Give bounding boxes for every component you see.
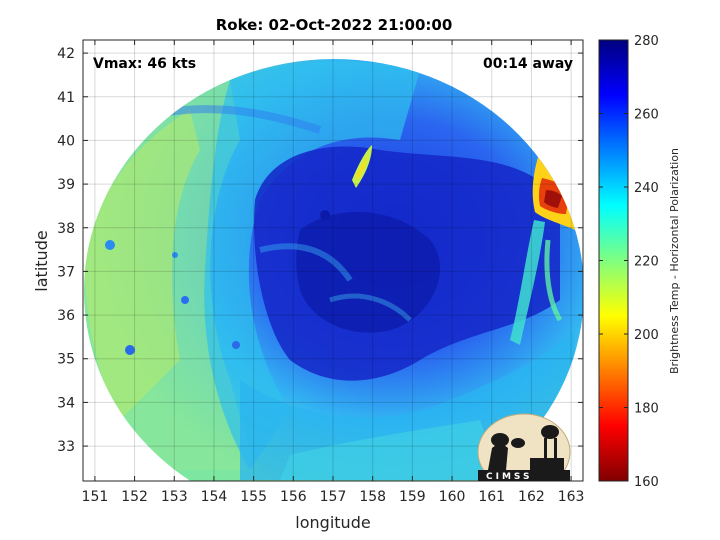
y-tick-label: 36 [57,308,75,324]
x-tick-label: 152 [121,489,148,505]
colorbar-tick-label: 280 [634,34,659,49]
colorbar-tick-label: 260 [634,108,659,123]
x-tick-label: 162 [518,489,545,505]
colorbar-ticks: 160 180 200 220 240 260 280 [599,34,659,490]
x-tick-label: 151 [82,489,109,505]
x-tick-label: 159 [399,489,426,505]
x-tick-label: 156 [280,489,307,505]
colorbar-tick-label: 240 [634,181,659,196]
y-tick-label: 38 [57,221,75,237]
x-tick-label: 157 [320,489,347,505]
colorbar-tick-label: 200 [634,328,659,343]
axis-ticks: 151 152 153 154 155 156 157 158 159 160 161 162 163 3… [57,40,584,505]
x-tick-label: 163 [558,489,585,505]
axes-frame [82,39,584,482]
y-tick-label: 39 [57,177,75,193]
grid-lines [83,40,583,481]
y-axis-label: latitude [32,230,51,291]
chart-title: Roke: 02-Oct-2022 21:00:00 [216,16,453,34]
away-annotation: 00:14 away [483,56,573,72]
x-tick-label: 154 [201,489,228,505]
y-tick-label: 37 [57,264,75,280]
colorbar-label: Brightness Temp - Horizontal Polarizatio… [668,148,681,374]
colorbar-tick-label: 220 [634,255,659,270]
vmax-annotation: Vmax: 46 kts [93,56,196,72]
x-tick-label: 158 [359,489,386,505]
colorbar [598,39,629,482]
y-tick-label: 41 [57,90,75,106]
cimss-logo: CIMSS [477,413,571,482]
x-tick-label: 160 [439,489,466,505]
logo-text: CIMSS [486,472,532,482]
colorbar-tick-label: 160 [634,475,659,490]
x-tick-label: 155 [240,489,267,505]
y-tick-label: 40 [57,133,75,149]
x-tick-label: 161 [478,489,505,505]
y-tick-label: 33 [57,439,75,455]
x-axis-label: longitude [295,513,370,532]
y-tick-label: 35 [57,352,75,368]
colorbar-tick-label: 180 [634,402,659,417]
y-tick-label: 42 [57,46,75,62]
x-tick-label: 153 [161,489,188,505]
y-tick-label: 34 [57,395,75,411]
